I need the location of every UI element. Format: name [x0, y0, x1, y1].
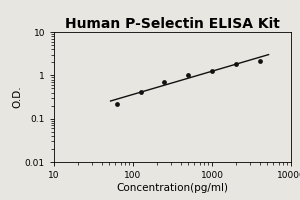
Point	[233, 62, 238, 66]
Point	[138, 90, 143, 93]
Point	[186, 73, 190, 77]
Point	[115, 102, 119, 105]
Point	[162, 80, 167, 83]
Title: Human P-Selectin ELISA Kit: Human P-Selectin ELISA Kit	[65, 17, 280, 31]
Y-axis label: O.D.: O.D.	[12, 86, 22, 108]
Point	[257, 59, 262, 62]
X-axis label: Concentration(pg/ml): Concentration(pg/ml)	[116, 183, 229, 193]
Point	[210, 69, 214, 72]
